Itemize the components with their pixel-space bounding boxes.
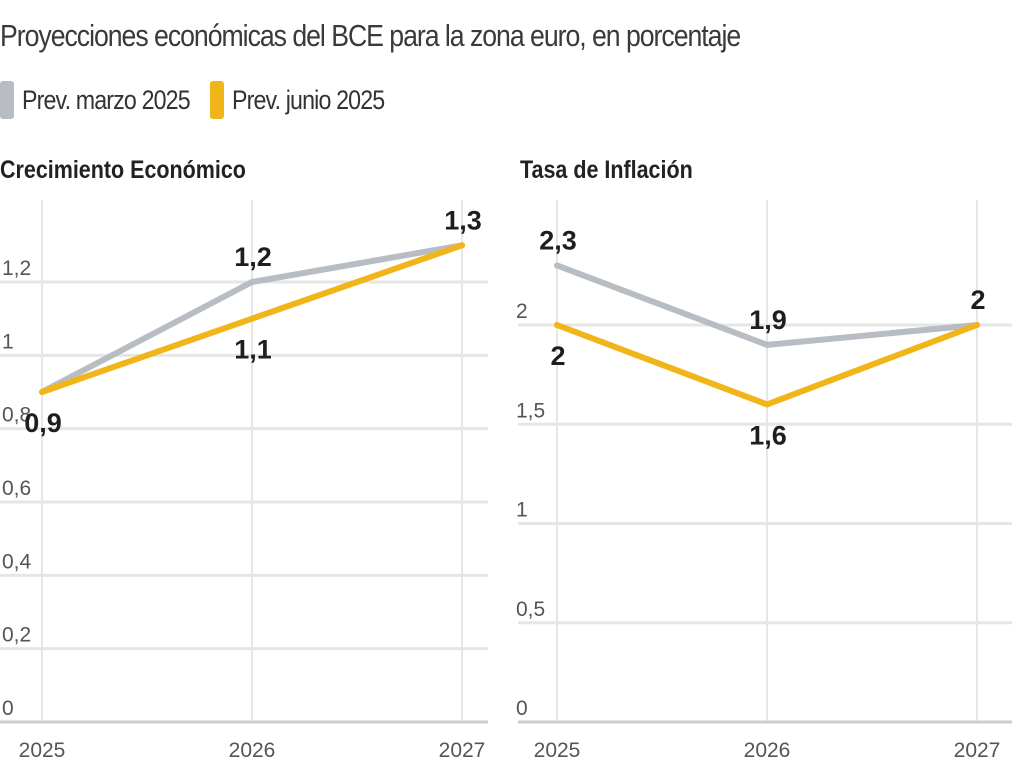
point-june	[459, 242, 465, 249]
legend-label-june: Prev. junio 2025	[232, 84, 385, 115]
data-label: 0,9	[24, 408, 62, 438]
page-title: Proyecciones económicas del BCE para la …	[0, 18, 741, 53]
y-tick-label: 1	[2, 330, 14, 353]
data-label: 2	[550, 341, 565, 371]
legend-item-june: Prev. junio 2025	[210, 80, 409, 120]
y-tick-label: 0,2	[2, 624, 31, 647]
y-tick-label: 0	[2, 697, 14, 720]
x-tick-label: 2027	[954, 739, 1001, 762]
x-tick-label: 2027	[439, 739, 486, 762]
data-label: 1,1	[234, 335, 272, 365]
point-march	[764, 341, 770, 348]
point-june	[554, 322, 560, 328]
data-label: 1,6	[749, 420, 787, 450]
x-tick-label: 2025	[19, 739, 66, 762]
y-tick-label: 0,8	[2, 404, 31, 427]
point-march	[249, 279, 255, 285]
x-tick-label: 2026	[744, 739, 791, 762]
data-label: 1,2	[234, 242, 272, 272]
data-label: 2,3	[539, 225, 577, 255]
y-tick-label: 1,5	[516, 399, 545, 422]
chart-title: Tasa de Inflación	[520, 155, 693, 183]
legend-item-march: Prev. marzo 2025	[0, 80, 217, 120]
point-june	[39, 389, 45, 395]
legend-label-march: Prev. marzo 2025	[22, 84, 191, 115]
y-tick-label: 0,5	[516, 598, 545, 621]
data-label: 1,9	[749, 305, 787, 335]
x-tick-label: 2025	[534, 739, 581, 762]
point-june	[764, 401, 770, 408]
point-june	[974, 322, 980, 328]
y-tick-label: 1,2	[2, 257, 31, 280]
y-tick-label: 0	[516, 697, 528, 720]
legend-swatch-march	[0, 81, 14, 119]
y-tick-label: 0,4	[2, 550, 32, 573]
point-march	[554, 262, 560, 269]
data-label: 1,3	[444, 205, 482, 235]
data-label: 2	[970, 285, 985, 315]
chart-title: Crecimiento Económico	[0, 155, 246, 183]
x-tick-label: 2026	[229, 739, 276, 762]
y-tick-label: 1	[516, 499, 528, 522]
legend: Prev. marzo 2025 Prev. junio 2025	[0, 80, 600, 120]
legend-swatch-june	[210, 81, 224, 119]
y-tick-label: 2	[516, 300, 528, 323]
point-june	[249, 315, 255, 322]
y-tick-label: 0,6	[2, 477, 31, 500]
